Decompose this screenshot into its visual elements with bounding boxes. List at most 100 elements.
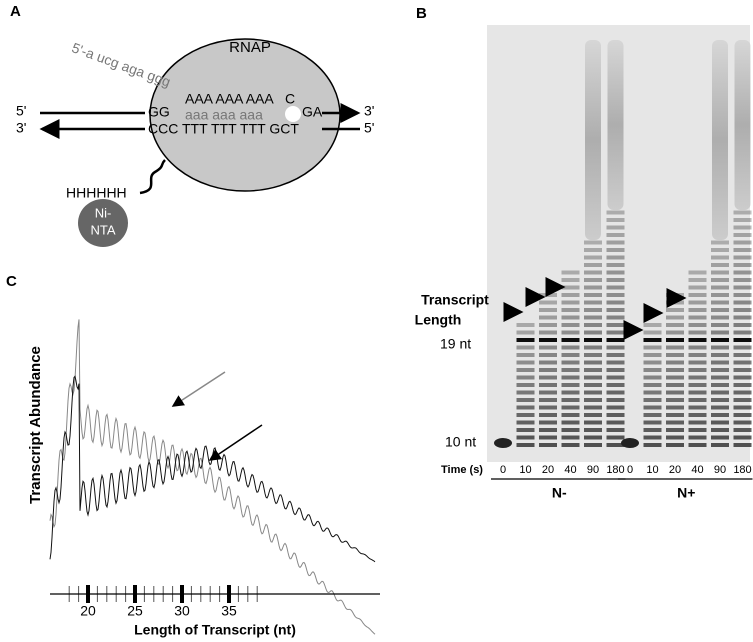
band <box>606 240 625 245</box>
band <box>584 338 602 342</box>
sequence: GG <box>148 104 170 120</box>
band <box>688 420 707 425</box>
band <box>606 330 625 335</box>
band <box>561 420 580 425</box>
band <box>539 345 557 350</box>
band <box>711 308 729 312</box>
band <box>643 413 662 417</box>
sequence: GA <box>302 104 323 120</box>
band <box>666 293 684 297</box>
band <box>643 435 662 440</box>
band <box>561 293 580 297</box>
band <box>516 360 535 365</box>
band <box>688 353 707 357</box>
band <box>711 255 729 260</box>
band <box>711 428 729 432</box>
rnap-ellipse <box>149 38 341 192</box>
bead-label: NTA <box>90 222 115 237</box>
smear <box>734 40 751 210</box>
band <box>584 278 602 282</box>
band <box>561 360 580 365</box>
band <box>666 413 684 417</box>
band <box>711 353 729 357</box>
time-tick: 40 <box>691 464 703 476</box>
band <box>733 330 752 335</box>
group-label: N- <box>552 485 567 501</box>
band <box>733 323 752 327</box>
band <box>688 360 707 365</box>
band <box>516 390 535 395</box>
band <box>666 323 684 327</box>
band <box>733 308 752 312</box>
panel-label: A <box>10 3 21 20</box>
band <box>733 225 752 230</box>
band <box>606 338 625 342</box>
band <box>516 428 535 432</box>
band <box>711 315 729 320</box>
band <box>561 390 580 395</box>
band <box>688 293 707 297</box>
band <box>606 375 625 380</box>
band <box>539 368 557 372</box>
time-tick: 90 <box>714 464 726 476</box>
band <box>733 293 752 297</box>
band <box>584 248 602 252</box>
x-axis-label: Length of Transcript (nt) <box>134 622 296 638</box>
band <box>643 398 662 402</box>
band <box>516 398 535 402</box>
time-tick: 180 <box>606 464 624 476</box>
band <box>733 285 752 290</box>
band <box>643 383 662 387</box>
band <box>539 420 557 425</box>
time-tick: 20 <box>669 464 681 476</box>
band <box>606 360 625 365</box>
band <box>711 360 729 365</box>
band <box>711 383 729 387</box>
band <box>688 330 707 335</box>
band <box>688 278 707 282</box>
band <box>666 345 684 350</box>
end-label: 3' <box>364 103 374 119</box>
band <box>688 398 707 402</box>
band <box>711 405 729 410</box>
band <box>711 443 729 447</box>
band <box>711 270 729 275</box>
band <box>561 435 580 440</box>
band <box>584 405 602 410</box>
band <box>643 338 662 342</box>
band <box>539 375 557 380</box>
band <box>516 353 535 357</box>
band <box>733 405 752 410</box>
bead-label: Ni- <box>95 205 112 220</box>
band <box>688 270 707 275</box>
band <box>733 383 752 387</box>
band <box>711 345 729 350</box>
band <box>606 315 625 320</box>
band <box>733 240 752 245</box>
band <box>643 405 662 410</box>
band <box>606 308 625 312</box>
band <box>643 345 662 350</box>
band <box>643 368 662 372</box>
band <box>733 375 752 380</box>
band <box>606 210 625 215</box>
band <box>606 390 625 395</box>
band <box>584 413 602 417</box>
band <box>643 360 662 365</box>
band <box>561 375 580 380</box>
panel-label: C <box>6 273 17 290</box>
band <box>711 300 729 305</box>
smear <box>607 40 624 210</box>
band <box>688 300 707 305</box>
band <box>733 270 752 275</box>
band <box>643 375 662 380</box>
band <box>561 428 580 432</box>
marker-label: 19 nt <box>440 336 471 352</box>
gel-label: Length <box>415 312 462 328</box>
marker-label: 10 nt <box>445 434 476 450</box>
band <box>733 218 752 222</box>
band <box>606 255 625 260</box>
band <box>643 323 662 327</box>
band <box>516 420 535 425</box>
